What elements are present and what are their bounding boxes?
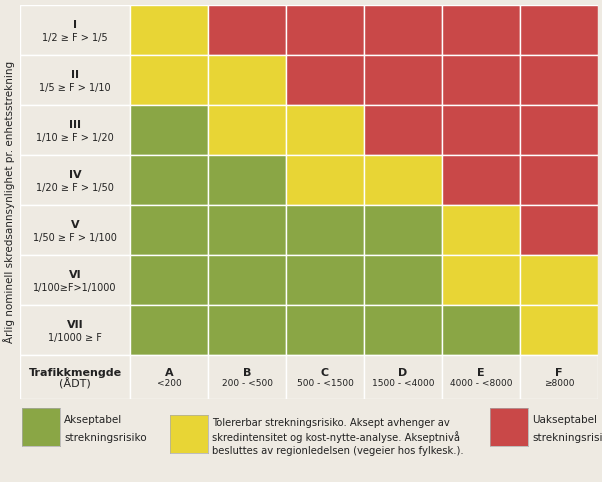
Text: I: I xyxy=(73,20,77,30)
Bar xyxy=(208,255,286,305)
Text: strekningsrisiko: strekningsrisiko xyxy=(64,433,147,443)
Text: VII: VII xyxy=(67,320,83,330)
Bar xyxy=(20,155,130,205)
Bar xyxy=(20,305,130,355)
Bar xyxy=(208,105,286,155)
Bar xyxy=(286,105,364,155)
Bar xyxy=(364,355,442,399)
Text: <200: <200 xyxy=(157,379,181,388)
Bar xyxy=(364,55,442,105)
Text: 200 - <500: 200 - <500 xyxy=(222,379,273,388)
Text: 1500 - <4000: 1500 - <4000 xyxy=(372,379,434,388)
Bar xyxy=(20,355,130,399)
Text: 1/50 ≥ F > 1/100: 1/50 ≥ F > 1/100 xyxy=(33,232,117,242)
Text: VI: VI xyxy=(69,270,81,280)
Bar xyxy=(286,355,364,399)
Bar xyxy=(364,5,442,55)
Text: Trafikkmengde: Trafikkmengde xyxy=(28,368,122,377)
Text: IV: IV xyxy=(69,170,81,180)
Text: 1/2 ≥ F > 1/5: 1/2 ≥ F > 1/5 xyxy=(42,32,108,42)
Bar xyxy=(130,155,208,205)
Bar xyxy=(286,5,364,55)
Text: (ÅDT): (ÅDT) xyxy=(59,378,91,389)
Text: Uakseptabel: Uakseptabel xyxy=(532,415,597,425)
Text: 500 - <1500: 500 - <1500 xyxy=(297,379,353,388)
Bar xyxy=(130,205,208,255)
Bar xyxy=(286,205,364,255)
Text: 1/100≥F>1/1000: 1/100≥F>1/1000 xyxy=(33,282,117,293)
Text: B: B xyxy=(243,368,251,377)
Bar xyxy=(130,55,208,105)
Bar xyxy=(286,255,364,305)
Bar xyxy=(520,105,598,155)
Text: 1/5 ≥ F > 1/10: 1/5 ≥ F > 1/10 xyxy=(39,82,111,93)
Text: V: V xyxy=(70,220,79,230)
Text: A: A xyxy=(165,368,173,377)
Bar xyxy=(442,55,520,105)
Bar xyxy=(442,305,520,355)
Text: 1/20 ≥ F > 1/50: 1/20 ≥ F > 1/50 xyxy=(36,183,114,192)
Text: 4000 - <8000: 4000 - <8000 xyxy=(450,379,512,388)
Text: Årlig nominell skredsannsynlighet pr. enhetsstrekning: Årlig nominell skredsannsynlighet pr. en… xyxy=(3,61,15,343)
Bar xyxy=(20,205,130,255)
Bar xyxy=(520,55,598,105)
Bar xyxy=(130,305,208,355)
Bar xyxy=(364,205,442,255)
Bar xyxy=(208,55,286,105)
Bar xyxy=(208,155,286,205)
Bar xyxy=(442,155,520,205)
Bar xyxy=(442,5,520,55)
Bar xyxy=(20,55,130,105)
Text: besluttes av regionledelsen (vegeier hos fylkesk.).: besluttes av regionledelsen (vegeier hos… xyxy=(212,446,464,456)
Text: 1/1000 ≥ F: 1/1000 ≥ F xyxy=(48,333,102,343)
Bar xyxy=(364,155,442,205)
Bar xyxy=(208,5,286,55)
Bar xyxy=(130,355,208,399)
Text: skredintensitet og kost-nytte-analyse. Akseptnivå: skredintensitet og kost-nytte-analyse. A… xyxy=(212,431,460,443)
Bar xyxy=(364,105,442,155)
Bar xyxy=(208,355,286,399)
Text: ≥8000: ≥8000 xyxy=(544,379,574,388)
Bar xyxy=(20,255,130,305)
Bar xyxy=(442,255,520,305)
Bar xyxy=(130,105,208,155)
Bar xyxy=(20,105,130,155)
Text: D: D xyxy=(399,368,408,377)
Bar xyxy=(286,155,364,205)
Bar xyxy=(442,105,520,155)
Bar xyxy=(130,255,208,305)
Text: E: E xyxy=(477,368,485,377)
Text: C: C xyxy=(321,368,329,377)
Text: Tolererbar strekningsrisiko. Aksept avhenger av: Tolererbar strekningsrisiko. Aksept avhe… xyxy=(212,418,450,428)
Bar xyxy=(286,55,364,105)
Text: 1/10 ≥ F > 1/20: 1/10 ≥ F > 1/20 xyxy=(36,133,114,143)
Text: II: II xyxy=(71,70,79,80)
Bar xyxy=(286,305,364,355)
Bar xyxy=(520,155,598,205)
Bar xyxy=(208,305,286,355)
Bar xyxy=(520,255,598,305)
Text: Akseptabel: Akseptabel xyxy=(64,415,122,425)
Bar xyxy=(130,5,208,55)
Bar xyxy=(520,5,598,55)
Bar xyxy=(520,355,598,399)
Bar xyxy=(20,5,130,55)
Text: III: III xyxy=(69,120,81,130)
Bar xyxy=(364,255,442,305)
Bar xyxy=(442,205,520,255)
Bar xyxy=(364,305,442,355)
Bar xyxy=(208,205,286,255)
Bar xyxy=(520,305,598,355)
Bar xyxy=(520,205,598,255)
Text: F: F xyxy=(555,368,563,377)
Bar xyxy=(442,355,520,399)
Text: strekningsrisiko: strekningsrisiko xyxy=(532,433,602,443)
